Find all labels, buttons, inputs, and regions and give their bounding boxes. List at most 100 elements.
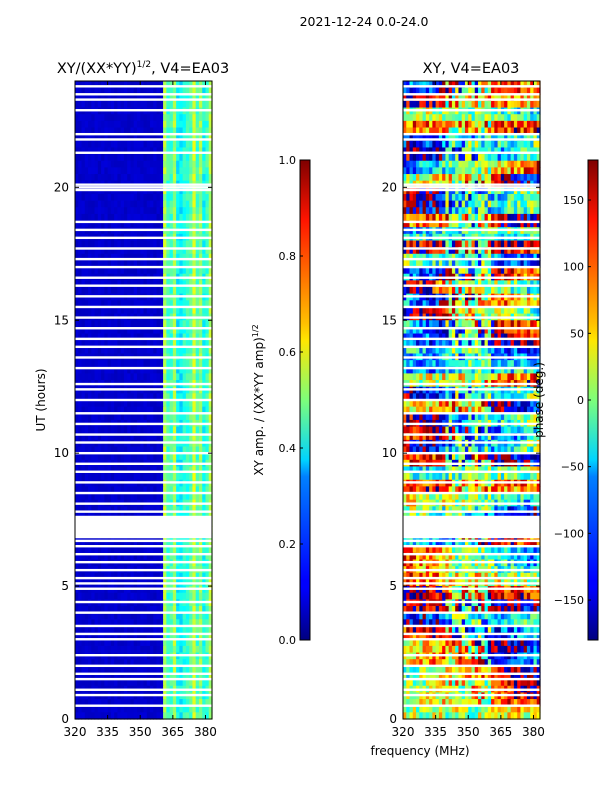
heatmap-cell [88,632,92,640]
heatmap-cell [533,147,538,155]
heatmap-cell [88,639,92,647]
heatmap-cell [143,140,148,149]
heatmap-cell [192,100,197,109]
heatmap-cell [78,645,83,654]
heatmap-cell [153,625,158,634]
heatmap-cell [133,373,138,381]
heatmap-cell [202,320,207,328]
heatmap-cell [195,679,200,687]
heatmap-cell [88,87,92,95]
heatmap-cell [468,120,473,129]
heatmap-cell [143,247,148,255]
heatmap-cell [198,606,203,614]
heatmap-cell [127,453,132,461]
heatmap-cell [189,346,194,355]
heatmap-cell [101,539,105,547]
heatmap-cell [117,340,122,348]
flagged-time-gap [75,516,212,539]
heatmap-cell [192,486,197,494]
heatmap-cell [81,473,86,481]
heatmap-cell [182,240,187,248]
heatmap-cell [97,712,102,720]
heatmap-cell [94,625,99,634]
heatmap-cell [406,160,411,168]
heatmap-cell [432,193,437,202]
heatmap-cell [526,200,531,208]
heatmap-cell [78,632,83,640]
heatmap-cell [468,207,473,215]
heatmap-cell [104,572,109,581]
heatmap-cell [176,606,180,614]
heatmap-cell [189,360,194,368]
heatmap-cell [123,140,128,149]
heatmap-cell [150,400,154,408]
heatmap-cell [179,612,184,620]
heatmap-cell [163,253,167,262]
heatmap-cell [458,114,463,122]
heatmap-cell [97,632,102,640]
heatmap-cell [104,340,109,348]
heatmap-cell [159,393,164,401]
heatmap-cell [202,134,207,142]
heatmap-cell [104,672,109,680]
heatmap-cell [117,320,122,328]
heatmap-cell [101,619,105,627]
y-tick-label: 20 [54,180,69,194]
flagged-time-row [75,422,212,426]
heatmap-cell [156,373,161,381]
heatmap-cell [198,592,203,600]
heatmap-cell [530,160,535,168]
heatmap-cell [84,154,89,162]
heatmap-cell [88,366,92,375]
heatmap-cell [523,174,528,182]
heatmap-cell [94,340,99,348]
heatmap-cell [91,612,96,620]
heatmap-cell [104,393,109,401]
heatmap-cell [198,306,203,315]
heatmap-cell [91,154,96,162]
y-tick-label: 15 [54,313,69,327]
heatmap-cell [140,326,145,335]
heatmap-cell [107,433,112,441]
heatmap-cell [445,193,450,202]
heatmap-cell [97,87,102,95]
heatmap-cell [136,127,141,135]
heatmap-cell [429,207,433,215]
heatmap-cell [159,506,164,514]
heatmap-cell [536,147,541,155]
heatmap-cell [88,326,92,335]
heatmap-cell [78,200,83,208]
heatmap-cell [179,306,184,315]
heatmap-cell [153,699,158,707]
heatmap-cell [176,326,180,335]
heatmap-cell [101,406,105,414]
heatmap-cell [110,94,115,102]
heatmap-cell [110,140,115,149]
heatmap-cell [153,306,158,315]
heatmap-cell [91,260,96,268]
heatmap-cell [166,393,171,401]
heatmap-cell [130,134,135,142]
heatmap-cell [198,473,203,481]
heatmap-cell [84,506,89,514]
heatmap-cell [163,433,167,441]
heatmap-cell [143,679,148,687]
heatmap-cell [166,406,171,414]
heatmap-cell [442,193,446,202]
heatmap-cell [75,400,79,408]
heatmap-cell [110,154,115,162]
heatmap-cell [169,207,174,215]
phase-panel-title: XY, V4=EA03 [423,61,520,77]
heatmap-cell [179,267,184,275]
heatmap-cell [156,433,161,441]
heatmap-cell [192,193,197,202]
heatmap-cell [208,340,213,348]
heatmap-cell [478,120,482,129]
heatmap-cell [140,147,145,155]
heatmap-cell [169,240,174,248]
heatmap-cell [513,174,518,182]
heatmap-cell [192,659,197,667]
heatmap-cell [127,280,132,288]
heatmap-cell [114,114,118,122]
